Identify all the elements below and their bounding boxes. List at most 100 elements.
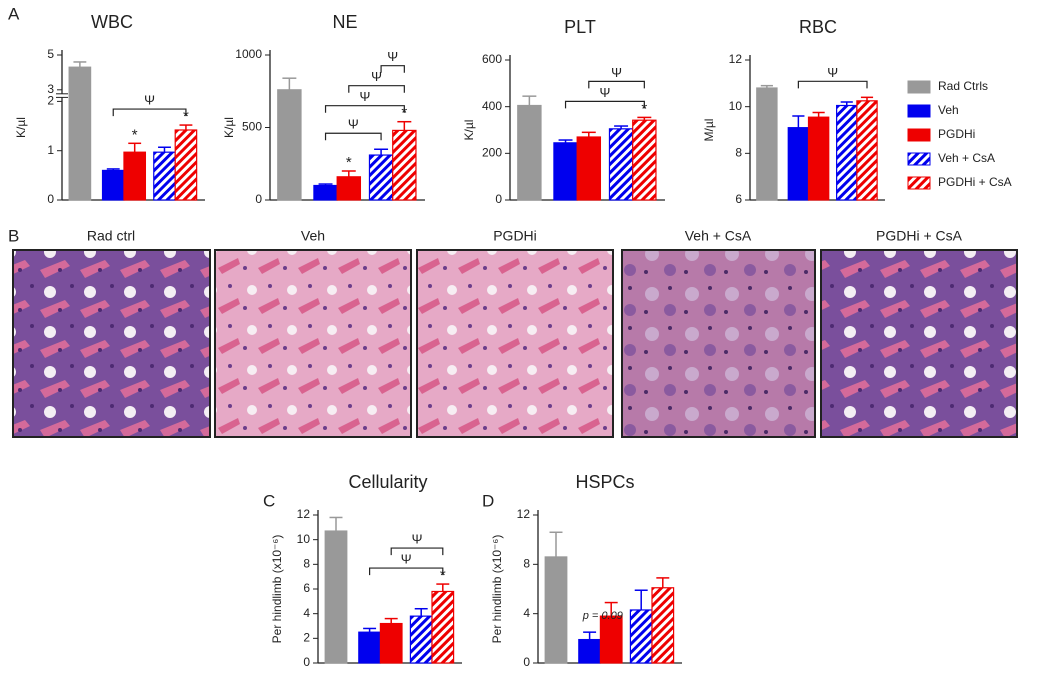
- y-tick-label: 10: [297, 532, 311, 546]
- bar: [807, 116, 830, 201]
- significance-symbol: Ψ: [401, 552, 412, 567]
- legend-swatch: [907, 80, 931, 94]
- y-tick-label: 2: [47, 94, 54, 108]
- bar: [787, 127, 810, 201]
- chart-title: NE: [332, 12, 357, 32]
- bar: [409, 615, 433, 664]
- significance-bracket: [324, 105, 405, 113]
- bar: [578, 638, 601, 664]
- y-tick-label: 6: [735, 192, 742, 206]
- legend-swatch: [907, 176, 931, 190]
- significance-symbol: Ψ: [600, 85, 611, 100]
- bar: [174, 129, 198, 201]
- significance-bracket: [797, 80, 868, 89]
- significance-symbol: Ψ: [827, 65, 838, 80]
- significance-symbol: Ψ: [611, 65, 622, 80]
- y-tick-label: 400: [482, 99, 502, 113]
- y-tick-label: 600: [482, 52, 502, 66]
- y-tick-label: 12: [297, 507, 311, 521]
- y-tick-label: 8: [735, 146, 742, 160]
- bar: [651, 587, 675, 664]
- bar: [517, 104, 542, 201]
- chart-title: PLT: [564, 17, 596, 37]
- bar: [576, 136, 602, 201]
- panel-label: C: [263, 491, 275, 510]
- bar: [313, 184, 338, 201]
- axis-break: [56, 93, 68, 98]
- bar: [358, 631, 381, 664]
- bar: [324, 530, 348, 664]
- significance-star: *: [346, 154, 352, 171]
- y-tick-label: 8: [523, 557, 530, 571]
- y-tick-label: 0: [303, 655, 310, 669]
- significance-star: *: [641, 100, 647, 117]
- significance-star: *: [183, 108, 189, 125]
- y-tick-label: 3: [47, 82, 54, 96]
- bar: [101, 169, 125, 201]
- chart-title: HSPCs: [575, 472, 634, 492]
- bar: [336, 176, 362, 201]
- y-tick-label: 1000: [235, 47, 262, 61]
- y-tick-label: 10: [729, 99, 743, 113]
- y-axis-label: Per hindlimb (x10⁻⁶): [270, 535, 284, 644]
- y-tick-label: 0: [495, 192, 502, 206]
- significance-star: *: [440, 567, 446, 584]
- legend-label: Veh: [938, 103, 959, 117]
- y-tick-label: 4: [523, 606, 530, 620]
- chart-title: Cellularity: [348, 472, 427, 492]
- bar: [756, 87, 778, 201]
- significance-symbol: Ψ: [387, 49, 398, 64]
- histology-label: Veh + CsA: [685, 228, 752, 244]
- histology-label: PGDHi: [493, 228, 537, 244]
- bar: [544, 556, 568, 664]
- panel-label: B: [8, 226, 19, 245]
- significance-symbol: Ψ: [348, 117, 359, 132]
- bar: [608, 128, 634, 201]
- legend-label: PGDHi + CsA: [938, 175, 1012, 189]
- significance-bracket: [112, 108, 187, 117]
- significance-symbol: Ψ: [360, 89, 371, 104]
- panel-label: A: [8, 4, 20, 23]
- y-tick-label: 12: [729, 52, 743, 66]
- legend-label: PGDHi: [938, 127, 975, 141]
- histology-image: [12, 249, 211, 438]
- y-tick-label: 500: [242, 120, 262, 134]
- histology-label: Rad ctrl: [87, 228, 135, 244]
- histology-image: [621, 249, 816, 438]
- histology-image: [214, 249, 412, 438]
- significance-symbol: Ψ: [412, 532, 423, 547]
- histology-image: [416, 249, 614, 438]
- significance-bracket: [324, 132, 382, 141]
- legend-label: Veh + CsA: [938, 151, 995, 165]
- bar: [632, 119, 657, 201]
- y-tick-label: 4: [303, 606, 310, 620]
- legend-swatch: [907, 128, 931, 142]
- significance-bracket: [369, 567, 444, 576]
- y-tick-label: 2: [303, 631, 310, 645]
- bar: [629, 609, 653, 664]
- y-axis-label: K/µl: [14, 117, 28, 138]
- y-tick-label: 0: [255, 192, 262, 206]
- y-tick-label: 0: [523, 655, 530, 669]
- significance-star: *: [132, 126, 138, 143]
- bar: [153, 151, 176, 201]
- y-axis-label: K/µl: [222, 117, 236, 138]
- chart-title: RBC: [799, 17, 837, 37]
- bar: [836, 104, 858, 201]
- histology-label: PGDHi + CsA: [876, 228, 963, 244]
- significance-star: *: [401, 105, 407, 122]
- significance-symbol: Ψ: [144, 93, 155, 108]
- bar: [553, 142, 578, 201]
- significance-bracket: [390, 547, 444, 556]
- y-axis-label: Per hindlimb (x10⁻⁶): [490, 535, 504, 644]
- y-tick-label: 8: [303, 557, 310, 571]
- bar: [392, 129, 417, 201]
- chart-title: WBC: [91, 12, 133, 32]
- y-tick-label: 200: [482, 146, 502, 160]
- bar: [123, 151, 147, 201]
- bar: [368, 154, 394, 201]
- annotation: p = 0.09: [582, 610, 623, 622]
- histology-image: [820, 249, 1018, 438]
- bar: [277, 89, 302, 201]
